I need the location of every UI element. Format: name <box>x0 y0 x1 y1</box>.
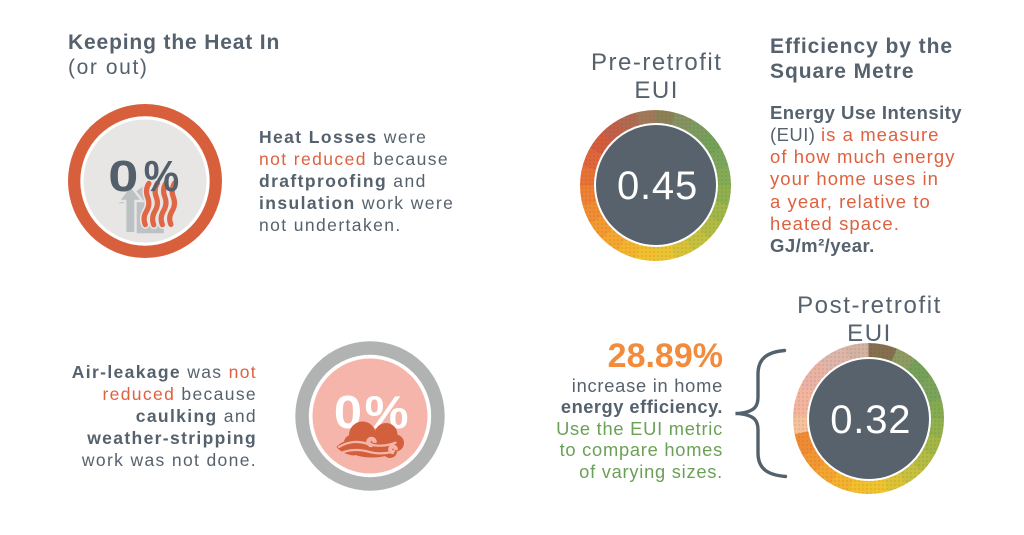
svg-text:0: 0 <box>108 152 138 201</box>
svg-text:%: % <box>143 152 178 201</box>
